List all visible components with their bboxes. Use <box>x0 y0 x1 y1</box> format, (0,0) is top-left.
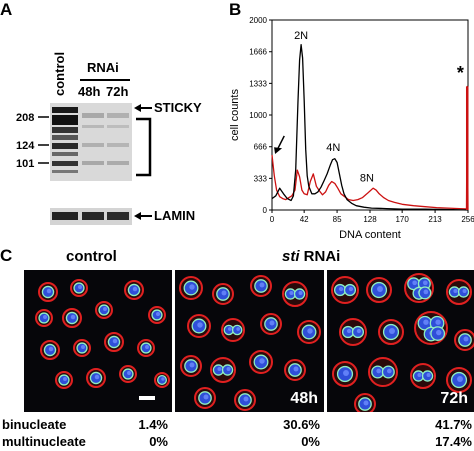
micrograph-72h: 72h <box>327 270 474 412</box>
cell <box>194 387 216 409</box>
cell <box>332 361 358 387</box>
x-tick-label: 170 <box>395 215 409 224</box>
cell <box>368 357 398 387</box>
binucleate-label: binucleate <box>2 417 67 432</box>
cell <box>339 318 367 346</box>
multinucleate-control: 0% <box>149 434 168 449</box>
y-tick-label: 1000 <box>249 111 267 120</box>
mw-marker-124: 124 <box>16 140 35 152</box>
y-tick-label: 1333 <box>249 79 267 88</box>
series-control-line <box>271 44 469 211</box>
cell <box>250 275 272 297</box>
x-tick-label: 128 <box>363 215 377 224</box>
cell <box>70 279 88 297</box>
cell <box>446 367 472 393</box>
cell <box>180 355 202 377</box>
cell <box>86 368 106 388</box>
cell <box>454 329 474 351</box>
cell <box>73 339 91 357</box>
cell <box>410 363 436 389</box>
cell <box>221 318 245 342</box>
cell <box>282 281 308 307</box>
cell <box>55 371 73 389</box>
arrow-head <box>274 147 283 154</box>
cell <box>297 320 321 344</box>
binucleate-48h: 30.6% <box>283 417 320 432</box>
peak-label-8n: 8N <box>360 173 374 185</box>
x-tick-label: 85 <box>333 215 342 224</box>
sti-gene-name: sti <box>282 248 300 265</box>
peak-label-2n: 2N <box>294 30 308 42</box>
y-axis-title: cell counts <box>229 89 241 141</box>
cell <box>260 313 282 335</box>
lane-48h-label: 48h <box>78 84 101 99</box>
x-axis-title: DNA content <box>339 229 401 241</box>
mw-marker-208: 208 <box>16 112 35 124</box>
lamin-label: LAMIN <box>154 208 196 223</box>
cell <box>212 283 234 305</box>
blot-image <box>38 103 152 225</box>
cell <box>210 357 236 383</box>
y-tick-label: 0 <box>263 206 268 215</box>
micrograph-control <box>24 270 172 412</box>
panel-c-letter: C <box>0 246 13 265</box>
cell <box>154 372 170 388</box>
rnai-underline <box>80 79 130 81</box>
control-lane-label: control <box>52 51 67 96</box>
cell <box>446 279 472 305</box>
y-tick-label: 1666 <box>249 48 267 57</box>
rnai-label: RNAi <box>87 60 119 75</box>
cell <box>104 332 124 352</box>
time-label-72h: 72h <box>440 390 468 407</box>
cell <box>378 319 404 345</box>
y-tick-label: 2000 <box>249 16 267 25</box>
rnai-suffix: RNAi <box>299 248 341 265</box>
cell <box>284 359 306 381</box>
x-tick-label: 0 <box>270 215 275 224</box>
mw-marker-101: 101 <box>16 158 35 170</box>
cell <box>137 339 155 357</box>
cell <box>354 393 376 412</box>
scale-bar <box>139 396 155 400</box>
y-tick-label: 333 <box>254 174 268 183</box>
x-tick-label: 213 <box>428 215 442 224</box>
cell <box>414 311 448 345</box>
micrograph-48h: 48h <box>175 270 324 412</box>
cell <box>35 309 53 327</box>
dna-content-chart: 0 333 666 1000 1333 1666 2000 0 42 85 128 170 213 256… <box>229 16 474 241</box>
x-tick-label: 256 <box>461 215 474 224</box>
spike-asterisk: * <box>457 63 464 83</box>
cell <box>331 276 359 304</box>
cell <box>148 306 166 324</box>
peak-label-4n: 4N <box>326 142 340 154</box>
cell <box>95 301 113 319</box>
cell <box>119 365 137 383</box>
cell <box>40 340 60 360</box>
cell <box>234 389 256 411</box>
cell <box>38 282 58 302</box>
binucleate-72h: 41.7% <box>435 417 472 432</box>
cell <box>404 273 434 303</box>
multinucleate-48h: 0% <box>301 434 320 449</box>
series-rnai-line <box>271 85 469 211</box>
sti-rnai-header: sti RNAi <box>282 248 340 265</box>
binucleate-control: 1.4% <box>138 417 168 432</box>
control-header: control <box>66 248 117 265</box>
cell <box>62 308 82 328</box>
panel-a-letter: A <box>0 0 13 19</box>
multinucleate-label: multinucleate <box>2 434 86 449</box>
cell <box>249 350 273 374</box>
panel-b-letter: B <box>229 0 242 19</box>
cell <box>124 280 144 300</box>
y-tick-label: 666 <box>254 143 268 152</box>
cell <box>187 314 211 338</box>
lane-72h-label: 72h <box>106 84 129 99</box>
sticky-label: STICKY <box>154 100 202 115</box>
multinucleate-72h: 17.4% <box>435 434 472 449</box>
x-tick-label: 42 <box>300 215 309 224</box>
time-label-48h: 48h <box>290 390 318 407</box>
cell <box>179 276 203 300</box>
cell <box>366 277 392 303</box>
